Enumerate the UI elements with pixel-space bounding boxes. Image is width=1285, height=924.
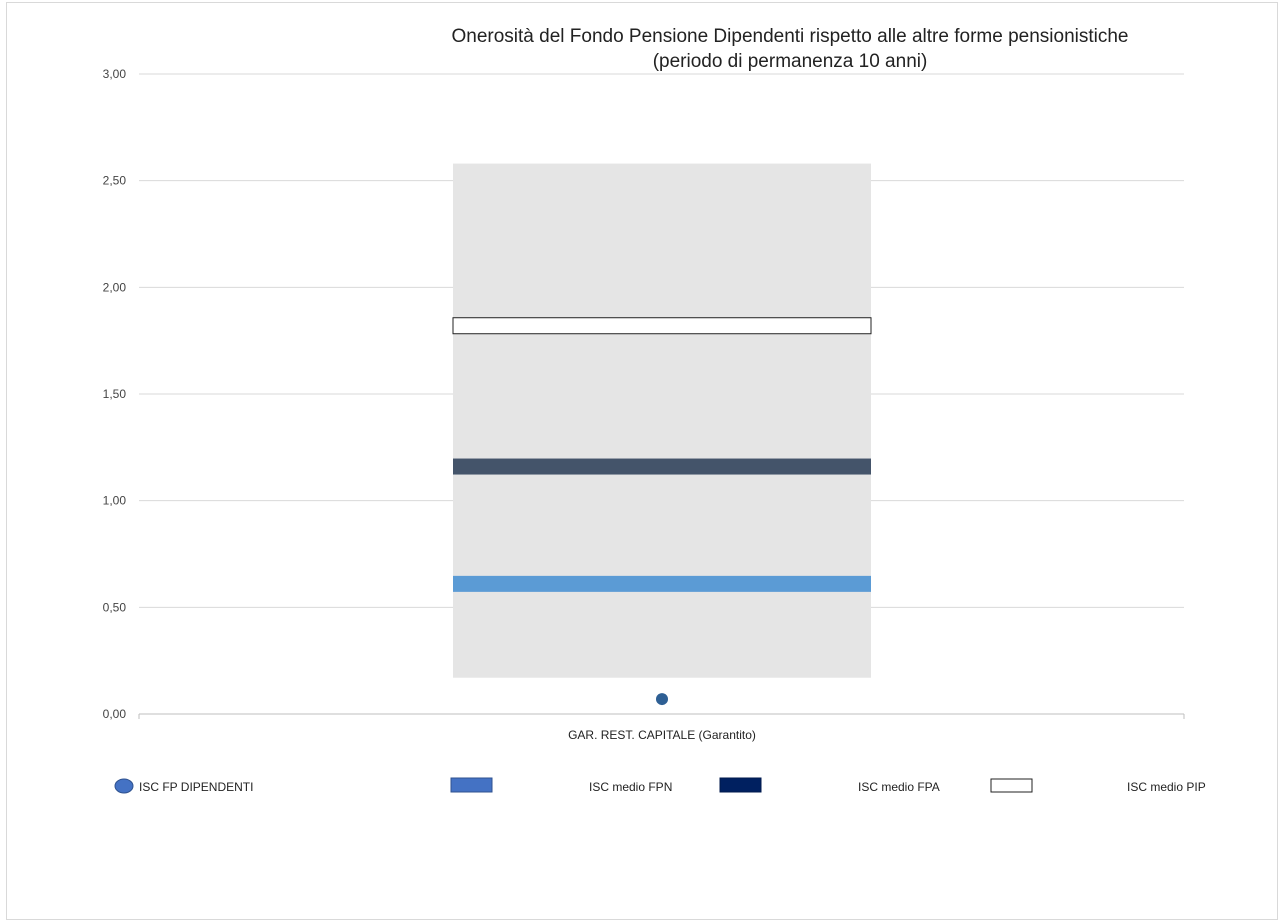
legend-label-isc-fp-dipendenti: ISC FP DIPENDENTI — [139, 780, 254, 794]
point-isc-fp-dipendenti — [656, 693, 668, 706]
legend-label-isc-medio-pip: ISC medio PIP — [1127, 780, 1206, 794]
y-tick-label: 2,00 — [103, 280, 127, 294]
band-isc-medio-fpn — [453, 575, 871, 592]
y-tick-label: 1,00 — [103, 494, 127, 508]
y-tick-label: 2,50 — [103, 174, 127, 188]
legend-swatch-isc-fp-dipendenti — [114, 778, 134, 794]
legend-label-isc-medio-fpn: ISC medio FPN — [589, 780, 673, 794]
y-tick-label: 0,00 — [103, 707, 127, 721]
y-tick-label: 1,50 — [103, 387, 127, 401]
legend-label-isc-medio-fpa: ISC medio FPA — [858, 780, 940, 794]
legend-swatch-isc-medio-fpn — [450, 777, 493, 793]
legend-swatch-isc-medio-fpa — [719, 777, 762, 793]
legend-swatch-isc-medio-pip — [990, 778, 1033, 793]
x-category-label: GAR. REST. CAPITALE (Garantito) — [568, 728, 756, 742]
chart-title-line-1: Onerosità del Fondo Pensione Dipendenti … — [451, 26, 1129, 47]
band-isc-medio-fpa — [453, 458, 871, 475]
chart-frame — [6, 2, 1278, 920]
range-box — [453, 163, 871, 678]
y-tick-label: 3,00 — [103, 67, 127, 81]
chart-title-line-2: (periodo di permanenza 10 anni) — [652, 51, 928, 72]
band-isc-medio-pip — [452, 317, 872, 335]
y-tick-label: 0,50 — [103, 600, 127, 614]
